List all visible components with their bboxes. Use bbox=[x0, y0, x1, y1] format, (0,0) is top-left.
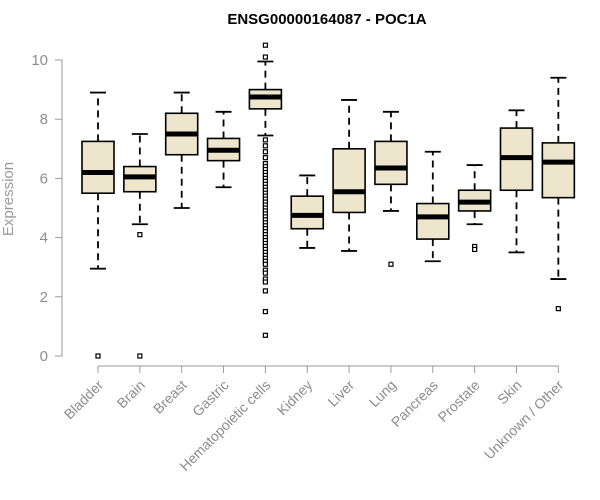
x-tick-label: Pancreas bbox=[388, 377, 441, 430]
x-tick-label: Lung bbox=[366, 377, 399, 410]
x-tick-label: Bladder bbox=[61, 377, 107, 423]
outlier-point bbox=[95, 353, 101, 359]
x-tick-label: Breast bbox=[150, 377, 190, 417]
chart-title: ENSG00000164087 - POC1A bbox=[227, 11, 426, 28]
x-tick-label: Skin bbox=[494, 377, 525, 408]
y-tick-label: 0 bbox=[40, 348, 48, 365]
outlier-point bbox=[262, 279, 268, 285]
outlier-point bbox=[262, 309, 268, 315]
y-tick-label: 4 bbox=[40, 230, 48, 247]
box-iqr bbox=[541, 142, 576, 199]
box-group bbox=[374, 110, 408, 267]
outlier-point bbox=[555, 306, 561, 312]
box-group bbox=[81, 91, 115, 359]
outlier-point bbox=[262, 143, 268, 149]
box-group bbox=[457, 164, 492, 253]
box-iqr bbox=[332, 148, 366, 214]
box-series bbox=[81, 42, 576, 359]
box-group bbox=[332, 99, 366, 252]
box-iqr bbox=[415, 202, 450, 240]
outlier-point bbox=[262, 42, 268, 48]
outlier-point bbox=[472, 246, 478, 253]
y-tick-label: 2 bbox=[40, 289, 48, 306]
outlier-point bbox=[262, 270, 268, 276]
x-tick-label: Kidney bbox=[274, 377, 316, 419]
box-group bbox=[248, 42, 283, 338]
x-tick-label: Brain bbox=[114, 377, 148, 411]
box-group bbox=[290, 174, 325, 249]
outlier-point bbox=[137, 353, 143, 359]
outlier-point bbox=[262, 332, 268, 338]
outlier-point bbox=[262, 54, 268, 60]
y-tick-label: 10 bbox=[31, 52, 48, 69]
outlier-point bbox=[262, 155, 268, 161]
x-tick-label: Prostate bbox=[435, 377, 483, 425]
outlier-point bbox=[262, 261, 268, 267]
x-tick-label: Liver bbox=[324, 377, 357, 410]
outlier-point bbox=[262, 137, 268, 143]
box-iqr bbox=[290, 195, 325, 230]
box-group bbox=[164, 91, 199, 209]
box-iqr bbox=[81, 140, 115, 194]
y-tick-label: 6 bbox=[40, 170, 48, 187]
box-group bbox=[415, 150, 450, 263]
box-group bbox=[499, 109, 534, 254]
y-axis: 0 2 4 6 8 10 bbox=[31, 52, 63, 365]
outlier-point bbox=[262, 149, 268, 155]
x-tick-label: Unknown / Other bbox=[481, 377, 567, 463]
y-tick-label: 8 bbox=[40, 111, 48, 128]
outlier-point bbox=[137, 232, 143, 238]
y-axis-label: Expression bbox=[0, 162, 17, 236]
box-group bbox=[206, 110, 241, 189]
box-group bbox=[541, 76, 576, 312]
outlier-point bbox=[388, 261, 394, 267]
outlier-point bbox=[262, 288, 268, 294]
box-iqr bbox=[374, 140, 408, 186]
box-group bbox=[123, 133, 157, 359]
